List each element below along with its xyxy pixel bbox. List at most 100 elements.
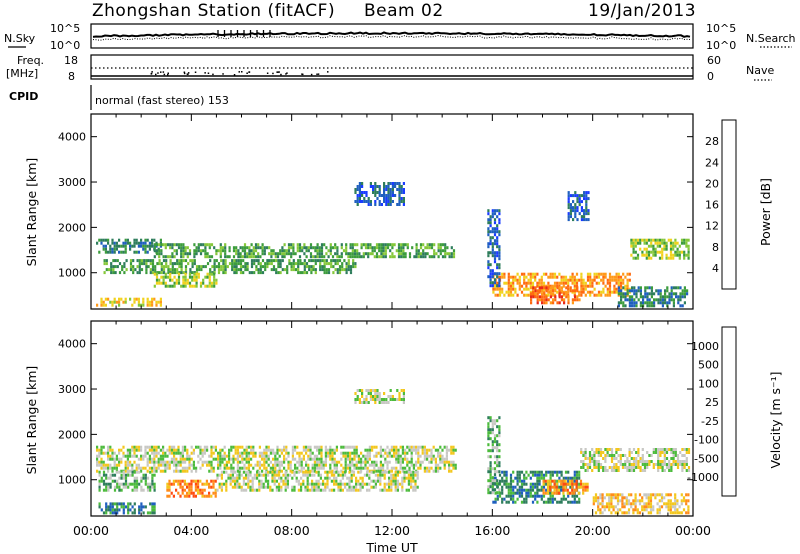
echo-cell: [503, 479, 506, 483]
echo-cell: [628, 272, 631, 276]
echo-cell: [681, 463, 684, 466]
freq-point: [285, 73, 287, 75]
echo-cell: [191, 284, 194, 288]
echo-cell: [593, 460, 596, 463]
echo-cell: [554, 295, 557, 299]
echo-cell: [683, 460, 686, 463]
echo-cell: [610, 466, 614, 469]
echo-cell: [133, 448, 136, 452]
echo-cell: [494, 293, 497, 297]
echo-cell: [595, 463, 598, 466]
echo-cell: [417, 445, 420, 449]
echo-cell: [113, 241, 116, 245]
echo-cell: [129, 502, 132, 506]
echo-cell: [146, 469, 149, 473]
echo-cell: [353, 466, 356, 470]
echo-cell: [311, 473, 314, 477]
echo-cell: [430, 246, 434, 250]
echo-cell: [516, 470, 519, 474]
echo-cell: [493, 218, 497, 222]
echo-cell: [385, 488, 388, 492]
echo-cell: [505, 473, 508, 477]
echo-cell: [197, 460, 200, 464]
y-tick-label: 4000: [58, 338, 86, 351]
echo-cell: [663, 463, 666, 466]
echo-cell: [358, 398, 361, 401]
echo-cell: [599, 451, 603, 454]
echo-cell: [448, 255, 451, 259]
echo-cell: [164, 246, 167, 250]
echo-cell: [361, 185, 364, 188]
echo-cell: [278, 476, 281, 480]
echo-cell: [567, 206, 570, 210]
echo-cell: [266, 265, 269, 269]
echo-cell: [313, 466, 316, 470]
echo-cell: [580, 275, 583, 279]
echo-cell: [448, 448, 451, 452]
echo-cell: [188, 252, 192, 256]
echo-cell: [625, 499, 628, 503]
echo-cell: [685, 463, 688, 466]
echo-cell: [636, 238, 640, 242]
echo-cell: [219, 460, 222, 464]
echo-cell: [619, 284, 623, 288]
echo-cell: [256, 470, 259, 474]
echo-cell: [432, 457, 435, 461]
echo-cell: [193, 252, 196, 256]
echo-cell: [192, 466, 195, 470]
echo-cell: [529, 275, 532, 279]
echo-cell: [236, 463, 239, 467]
echo-cell: [287, 252, 291, 256]
echo-cell: [298, 454, 301, 458]
echo-cell: [661, 460, 664, 463]
echo-cell: [294, 457, 297, 461]
echo-cell: [428, 448, 431, 452]
echo-cell: [355, 445, 358, 449]
echo-cell: [530, 292, 533, 296]
echo-cell: [243, 246, 247, 250]
echo-cell: [100, 463, 103, 467]
echo-cell: [295, 479, 298, 483]
echo-cell: [129, 265, 133, 269]
echo-cell: [626, 289, 629, 293]
echo-cell: [396, 488, 399, 492]
echo-cell: [284, 479, 287, 483]
echo-cell: [657, 469, 660, 472]
echo-cell: [608, 290, 612, 294]
echo-cell: [540, 275, 543, 279]
echo-cell: [593, 463, 596, 466]
echo-cell: [197, 275, 200, 279]
echo-cell: [236, 473, 239, 477]
echo-cell: [155, 469, 158, 473]
echo-cell: [536, 494, 539, 498]
echo-cell: [493, 239, 497, 243]
echo-cell: [300, 466, 303, 470]
echo-cell: [374, 395, 377, 398]
echo-cell: [573, 482, 576, 486]
freq-tick-top: 18: [64, 54, 78, 67]
colorbar-tick-label: 1000: [691, 340, 719, 353]
echo-cell: [628, 289, 631, 293]
echo-cell: [370, 479, 373, 483]
echo-cell: [621, 466, 625, 469]
echo-cell: [276, 451, 279, 455]
echo-cell: [158, 262, 161, 266]
echo-cell: [281, 249, 284, 253]
echo-cell: [179, 494, 182, 498]
echo-cell: [653, 304, 656, 308]
echo-cell: [188, 284, 192, 288]
echo-cell: [236, 454, 239, 458]
echo-cell: [608, 281, 612, 285]
echo-cell: [344, 470, 347, 474]
echo-cell: [279, 271, 282, 275]
echo-cell: [595, 466, 598, 469]
echo-cell: [635, 466, 638, 469]
echo-cell: [368, 488, 371, 492]
echo-cell: [591, 281, 594, 285]
echo-cell: [630, 241, 633, 245]
echo-cell: [260, 479, 263, 483]
echo-cell: [374, 188, 377, 191]
echo-cell: [605, 505, 609, 509]
echo-cell: [602, 287, 605, 291]
echo-cell: [264, 470, 267, 474]
